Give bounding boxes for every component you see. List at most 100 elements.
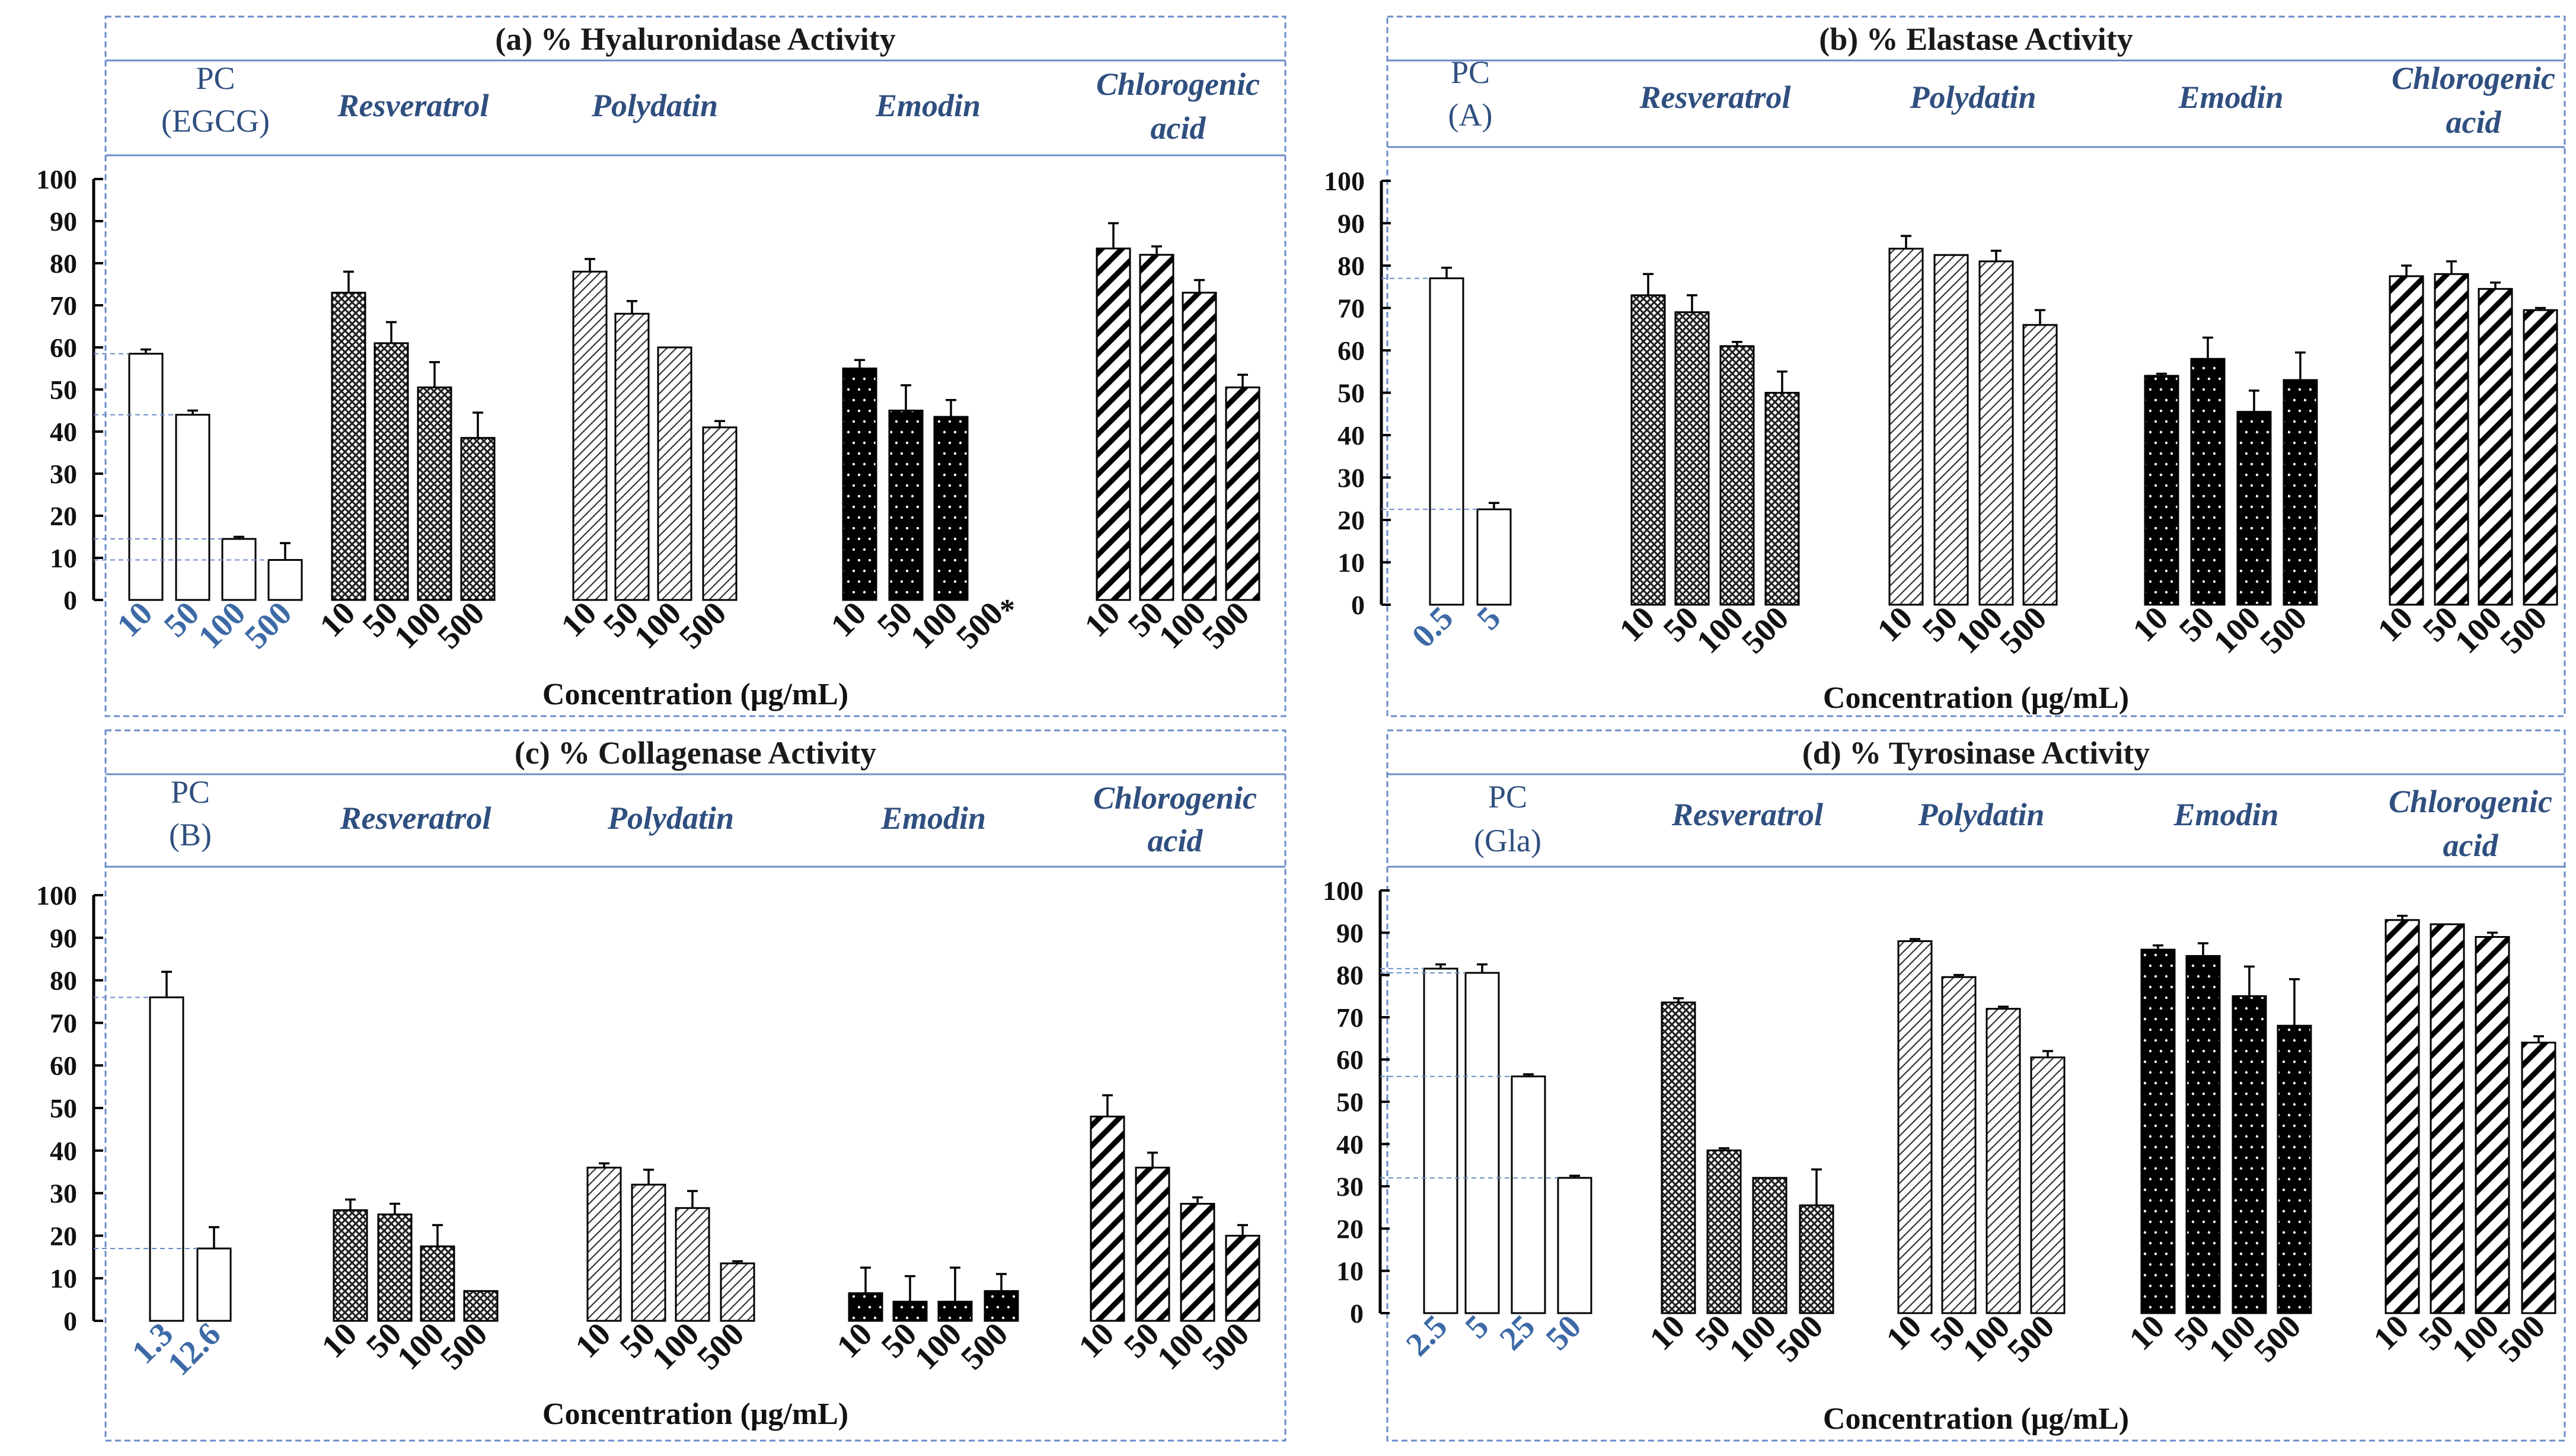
y-tick-label: 100 [36, 164, 77, 194]
chart-title: (d) % Tyrosinase Activity [1802, 735, 2150, 771]
x-tick-label: 12.6 [161, 1315, 228, 1382]
bar [1933, 254, 1969, 606]
group-header-chlorogenic-acid: Chlorogenic [1096, 66, 1260, 102]
bar [2232, 995, 2267, 1314]
x-tick-label: 10 [1643, 1308, 1692, 1357]
x-tick-label: 10 [2122, 1308, 2172, 1357]
group-header-chlorogenic-acid: acid [1151, 110, 1206, 146]
panel-frame [104, 729, 1287, 1442]
bar [2030, 1056, 2066, 1314]
bar [2144, 375, 2179, 606]
y-tick-label: 40 [1336, 1129, 1364, 1160]
x-tick-label: 25 [1493, 1308, 1542, 1357]
y-tick-label: 20 [1338, 505, 1365, 535]
bar [1978, 260, 2014, 606]
bar [374, 342, 409, 601]
x-tick-label: 10 [1879, 1308, 1929, 1357]
group-header-pc-b-: (B) [169, 817, 212, 852]
bar [572, 270, 608, 601]
panel-frame [104, 15, 1287, 717]
bar [842, 368, 877, 601]
bar [631, 1183, 666, 1322]
bar [933, 416, 969, 601]
group-header-chlorogenic-acid: Chlorogenic [2392, 60, 2555, 96]
bar [1511, 1075, 1546, 1314]
bar [1752, 1177, 1787, 1314]
bar [420, 1245, 455, 1322]
bar [417, 386, 452, 601]
bar [1096, 247, 1131, 601]
bar [1135, 1167, 1170, 1322]
bar [657, 346, 692, 601]
bar [1476, 508, 1512, 606]
bar [586, 1167, 622, 1322]
y-tick-label: 90 [1338, 209, 1365, 239]
bar [984, 1290, 1019, 1322]
group-header-polydatin: Polydatin [591, 88, 718, 123]
x-tick-label: 500 [2247, 1308, 2308, 1369]
y-tick-label: 20 [50, 501, 77, 531]
bar [1139, 254, 1174, 601]
y-tick-label: 0 [1351, 590, 1365, 620]
group-header-pc-a-: PC [1451, 55, 1490, 90]
bar [333, 1209, 368, 1322]
x-tick-label: 500 [2253, 599, 2314, 660]
chart-panel-b: (b) % Elastase Activity 0 10 20 30 40 50 60 70 80… [1324, 15, 2566, 717]
group-header-chlorogenic-acid: acid [2446, 104, 2502, 140]
y-tick-label: 90 [1336, 918, 1364, 948]
x-tick-label: 10 [554, 595, 604, 644]
y-tick-label: 10 [50, 1263, 77, 1294]
x-tick-label: 500 [1769, 1308, 1830, 1369]
bar [2277, 1024, 2312, 1314]
bar [2185, 955, 2221, 1314]
y-tick-label: 10 [1338, 548, 1365, 578]
x-tick-label: 10 [110, 595, 159, 644]
x-tick-label: 10 [1613, 599, 1662, 649]
bar [221, 538, 257, 601]
group-header-resveratrol: Resveratrol [340, 800, 491, 836]
y-tick-label: 50 [1336, 1087, 1364, 1117]
x-axis-label: Concentration (μg/mL) [1823, 681, 2129, 715]
x-tick-label: 500 [1993, 599, 2054, 660]
bar [460, 437, 496, 601]
bar [1799, 1204, 1834, 1314]
bar [2523, 309, 2558, 606]
y-tick-label: 100 [36, 880, 77, 911]
bar [331, 292, 366, 601]
y-tick-label: 80 [1336, 960, 1364, 991]
x-tick-label: 10 [1078, 595, 1127, 644]
bar [2236, 411, 2272, 606]
bar [2190, 357, 2226, 606]
bar [1182, 292, 1217, 601]
y-tick-label: 100 [1324, 166, 1365, 196]
x-tick-label: 10 [1072, 1315, 1121, 1365]
x-tick-label: 500 [954, 1315, 1015, 1377]
x-tick-label: 10 [2371, 599, 2420, 649]
chart-title: (c) % Collagenase Activity [515, 735, 876, 771]
group-header-chlorogenic-acid: Chlorogenic [2389, 784, 2552, 819]
chart-panel-a: (a) % Hyaluronidase Activity 0 10 20 30 40 50 6… [36, 15, 1287, 717]
bar [1764, 392, 1800, 606]
y-tick-label: 30 [50, 1179, 77, 1209]
bar [1225, 1234, 1260, 1322]
y-tick-label: 60 [50, 333, 77, 363]
y-tick-label: 50 [50, 375, 77, 405]
group-header-chlorogenic-acid: Chlorogenic [1093, 780, 1257, 816]
group-header-pc-a-: (A) [1448, 97, 1493, 133]
x-tick-label: 500 [1195, 1315, 1256, 1377]
x-tick-label: 500 [1735, 599, 1796, 660]
bar [1630, 294, 1666, 606]
panel-frame [1386, 729, 2566, 1442]
bar [196, 1247, 232, 1322]
group-header-chlorogenic-acid: acid [1148, 823, 1204, 858]
y-tick-label: 70 [1336, 1002, 1364, 1033]
bar [1897, 940, 1933, 1314]
x-tick-label: 50 [1539, 1308, 1588, 1357]
group-header-pc-egcg-: PC [196, 60, 235, 96]
chart-title: (a) % Hyaluronidase Activity [495, 21, 896, 57]
bar [1674, 311, 1710, 606]
x-tick-label: 10 [2126, 599, 2175, 649]
x-tick-label: 500 [430, 595, 491, 656]
bar [128, 353, 164, 601]
